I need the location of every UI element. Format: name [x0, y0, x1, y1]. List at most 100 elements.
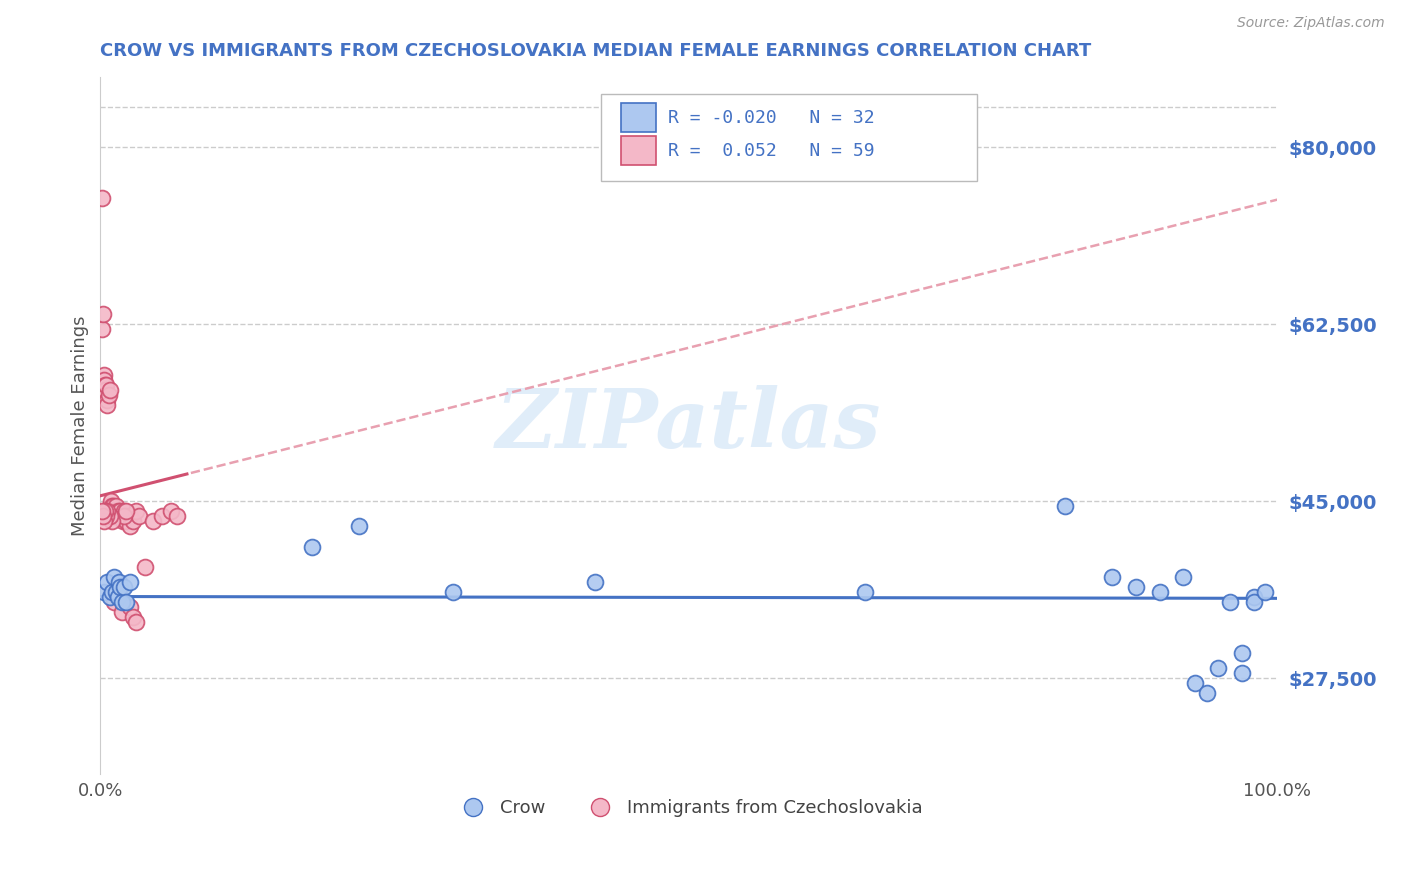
- Point: [1101, 570, 1123, 584]
- Point: [96, 575, 118, 590]
- Point: [1195, 686, 1218, 700]
- Point: [118, 575, 141, 590]
- Point: [118, 509, 141, 524]
- Point: [96, 393, 118, 408]
- Point: [1254, 585, 1277, 599]
- Point: [107, 504, 129, 518]
- Point: [1230, 666, 1253, 681]
- Point: [110, 606, 132, 620]
- Point: [101, 509, 124, 524]
- Point: [110, 580, 132, 594]
- Point: [160, 504, 183, 518]
- Point: [110, 595, 132, 609]
- Point: [122, 610, 145, 624]
- Point: [105, 509, 128, 524]
- Point: [93, 373, 115, 387]
- Point: [90, 504, 112, 518]
- Point: [93, 368, 115, 382]
- Point: [98, 500, 121, 514]
- Point: [115, 595, 138, 609]
- Point: [134, 560, 156, 574]
- Point: [98, 383, 121, 397]
- Point: [90, 322, 112, 336]
- Text: CROW VS IMMIGRANTS FROM CZECHOSLOVAKIA MEDIAN FEMALE EARNINGS CORRELATION CHART: CROW VS IMMIGRANTS FROM CZECHOSLOVAKIA M…: [100, 42, 1091, 60]
- Point: [97, 388, 120, 402]
- Point: [96, 504, 118, 518]
- Point: [118, 519, 141, 533]
- Point: [110, 504, 132, 518]
- Point: [94, 504, 117, 518]
- Text: ZIPatlas: ZIPatlas: [496, 385, 882, 466]
- Point: [91, 307, 114, 321]
- Point: [101, 500, 124, 514]
- Point: [100, 504, 122, 518]
- Point: [93, 585, 115, 599]
- Point: [1243, 591, 1265, 605]
- Point: [128, 509, 150, 524]
- Point: [115, 504, 138, 518]
- Point: [1149, 585, 1171, 599]
- Point: [1230, 646, 1253, 660]
- Point: [110, 509, 132, 524]
- Point: [94, 383, 117, 397]
- Y-axis label: Median Female Earnings: Median Female Earnings: [72, 315, 89, 535]
- Point: [1125, 580, 1147, 594]
- Point: [108, 509, 131, 524]
- Point: [441, 585, 464, 599]
- Point: [1208, 661, 1230, 675]
- Point: [90, 191, 112, 205]
- Point: [96, 398, 118, 412]
- Point: [118, 600, 141, 615]
- Point: [115, 515, 138, 529]
- Point: [124, 504, 146, 518]
- Point: [101, 515, 124, 529]
- Point: [301, 540, 323, 554]
- Point: [98, 591, 121, 605]
- Point: [112, 509, 135, 524]
- Bar: [620, 103, 655, 132]
- Text: R = -0.020   N = 32: R = -0.020 N = 32: [668, 109, 875, 127]
- Point: [104, 500, 127, 514]
- Point: [103, 509, 125, 524]
- Point: [112, 504, 135, 518]
- Point: [1243, 595, 1265, 609]
- Point: [101, 585, 124, 599]
- Point: [1171, 570, 1194, 584]
- Point: [114, 509, 136, 524]
- Point: [103, 504, 125, 518]
- Point: [108, 575, 131, 590]
- Point: [103, 595, 125, 609]
- FancyBboxPatch shape: [600, 94, 977, 181]
- Point: [103, 570, 125, 584]
- Point: [124, 615, 146, 630]
- Point: [100, 494, 122, 508]
- Point: [583, 575, 606, 590]
- Legend: Crow, Immigrants from Czechoslovakia: Crow, Immigrants from Czechoslovakia: [449, 792, 929, 824]
- Point: [166, 509, 188, 524]
- Point: [91, 509, 114, 524]
- Point: [107, 585, 129, 599]
- Point: [91, 373, 114, 387]
- Point: [96, 378, 118, 392]
- Point: [107, 591, 129, 605]
- Bar: [620, 136, 655, 165]
- Point: [349, 519, 371, 533]
- Text: Source: ZipAtlas.com: Source: ZipAtlas.com: [1237, 16, 1385, 30]
- Point: [103, 500, 125, 514]
- Point: [93, 515, 115, 529]
- Point: [150, 509, 173, 524]
- Point: [142, 515, 165, 529]
- Point: [112, 580, 135, 594]
- Point: [96, 509, 118, 524]
- Point: [107, 591, 129, 605]
- Point: [1184, 676, 1206, 690]
- Point: [853, 585, 876, 599]
- Text: R =  0.052   N = 59: R = 0.052 N = 59: [668, 142, 875, 160]
- Point: [96, 388, 118, 402]
- Point: [111, 515, 134, 529]
- Point: [1219, 595, 1241, 609]
- Point: [1054, 500, 1077, 514]
- Point: [122, 515, 145, 529]
- Point: [98, 509, 121, 524]
- Point: [94, 378, 117, 392]
